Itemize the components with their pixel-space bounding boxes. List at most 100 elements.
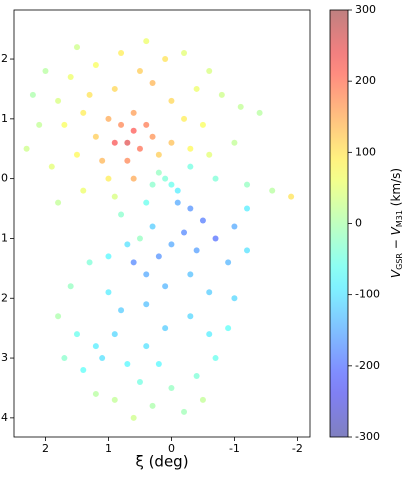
point: [105, 253, 112, 260]
colorbar-tick-label: 0: [355, 217, 362, 230]
point: [155, 253, 162, 260]
point: [244, 247, 251, 254]
y-tick-label: 4: [1, 411, 8, 424]
point: [143, 121, 150, 128]
point: [48, 163, 55, 170]
point: [130, 109, 137, 116]
y-tick-label: 0: [1, 172, 8, 185]
point: [118, 307, 125, 314]
point: [168, 241, 175, 248]
point: [130, 414, 137, 421]
x-tick-label: 1: [105, 442, 112, 455]
point: [143, 271, 150, 278]
point: [187, 145, 194, 152]
point: [55, 313, 62, 320]
point: [149, 133, 156, 140]
point: [244, 181, 251, 188]
point: [181, 408, 188, 415]
point: [143, 199, 150, 206]
colorbar-tick-label: 100: [355, 145, 376, 158]
point: [193, 247, 200, 254]
point: [105, 115, 112, 122]
point: [92, 133, 99, 140]
colorbar-tick-label: 300: [355, 3, 376, 16]
point: [149, 223, 156, 230]
point: [124, 157, 131, 164]
x-axis-label: ξ (deg): [135, 453, 188, 471]
point: [67, 73, 74, 80]
point: [269, 187, 276, 194]
colorbar-label: VGSR − VM31 (km/s): [389, 168, 404, 278]
point: [181, 115, 188, 122]
point: [155, 361, 162, 368]
cb-label-part: V: [389, 226, 403, 235]
point: [288, 193, 295, 200]
x-tick-label: 0: [168, 442, 175, 455]
point: [168, 384, 175, 391]
point: [118, 121, 125, 128]
x-tick-label: -1: [229, 442, 240, 455]
point: [130, 259, 137, 266]
point: [118, 211, 125, 218]
cb-label-part: −: [389, 235, 403, 253]
point: [256, 109, 263, 116]
point: [136, 378, 143, 385]
plot-frame: [13, 9, 311, 438]
point: [206, 289, 213, 296]
point: [193, 373, 200, 379]
point: [124, 139, 131, 146]
point: [168, 181, 175, 188]
point: [29, 91, 36, 98]
point: [155, 151, 162, 158]
point: [23, 145, 30, 152]
point: [168, 139, 175, 146]
point: [80, 187, 87, 194]
point: [99, 355, 106, 362]
point: [143, 301, 150, 308]
point: [111, 139, 118, 146]
point: [92, 390, 99, 397]
point: [111, 396, 118, 403]
point: [206, 151, 213, 158]
point: [218, 91, 225, 98]
point: [130, 175, 137, 182]
point: [73, 331, 80, 338]
point: [149, 402, 156, 409]
point: [92, 343, 99, 350]
point: [162, 325, 169, 332]
colorbar-tick-label: -200: [355, 359, 380, 372]
point: [73, 151, 80, 158]
point: [162, 56, 169, 63]
point: [36, 121, 43, 128]
point: [187, 313, 194, 320]
point: [162, 283, 169, 290]
point: [149, 181, 156, 188]
y-tick-label: 1: [1, 231, 8, 244]
point: [206, 331, 213, 338]
point: [237, 103, 244, 110]
point: [199, 121, 206, 128]
point: [225, 259, 232, 266]
point: [181, 50, 188, 57]
point: [193, 85, 200, 92]
point: [61, 355, 68, 362]
point: [80, 367, 87, 374]
point: [136, 68, 143, 74]
y-tick-label: 3: [1, 351, 8, 364]
point: [143, 343, 150, 350]
colorbar-tick-label: -300: [355, 430, 380, 443]
point: [212, 235, 219, 242]
point: [136, 235, 143, 242]
point: [124, 241, 131, 248]
point: [231, 223, 238, 230]
point: [225, 325, 232, 332]
y-tick-label: 2: [1, 52, 8, 65]
cb-label-part: (km/s): [389, 168, 403, 210]
cb-label-part: M31: [395, 210, 404, 227]
point: [111, 331, 118, 338]
point: [187, 163, 194, 170]
point: [143, 38, 150, 45]
point: [86, 259, 93, 266]
point: [130, 127, 137, 134]
